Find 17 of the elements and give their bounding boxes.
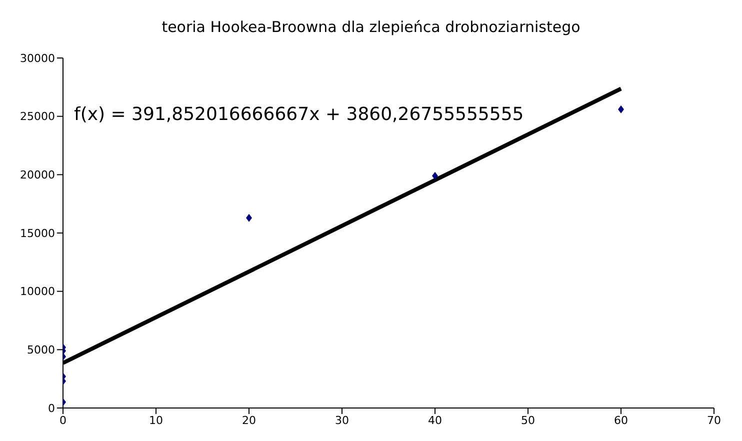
x-tick-label: 70 <box>707 414 721 427</box>
y-tick-label: 15000 <box>20 226 55 240</box>
y-tick-label: 30000 <box>20 52 55 65</box>
x-tick-label: 10 <box>149 414 163 427</box>
y-tick-label: 20000 <box>20 168 55 182</box>
x-tick-label: 50 <box>521 414 535 427</box>
chart-title: teoria Hookea-Broowna dla zlepieńca drobnoziarnistego <box>162 18 580 36</box>
x-tick-label: 20 <box>242 414 256 427</box>
x-tick-label: 40 <box>428 414 442 427</box>
x-tick-label: 30 <box>335 414 349 427</box>
y-tick-label: 10000 <box>20 285 55 298</box>
y-tick-label: 25000 <box>20 110 55 124</box>
annotation: f(x) = 391,852016666667x + 3860,26755555555 <box>74 104 524 125</box>
y-tick-label: 0 <box>48 402 55 415</box>
x-tick-label: 60 <box>614 414 628 427</box>
x-tick-label: 0 <box>60 414 66 427</box>
y-tick-label: 5000 <box>27 344 55 357</box>
